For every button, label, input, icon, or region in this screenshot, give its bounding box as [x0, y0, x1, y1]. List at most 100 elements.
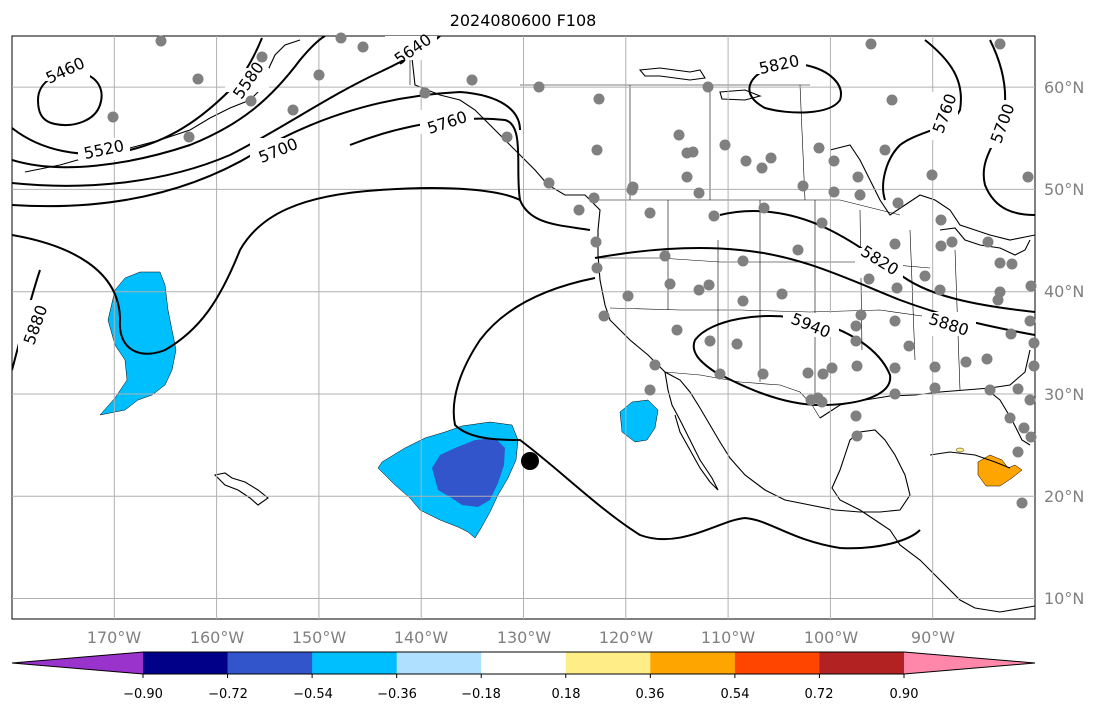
contour-label: 5760	[929, 91, 960, 140]
station-dot	[192, 73, 204, 85]
colorbar-tick-label: −0.18	[461, 687, 501, 702]
contour-label: 5940	[783, 309, 839, 342]
station-dot	[984, 384, 996, 396]
station-dot	[935, 214, 947, 226]
lon-label: 90°W	[911, 628, 955, 647]
station-dot	[681, 171, 693, 183]
lon-label: 100°W	[804, 628, 859, 647]
station-dot	[501, 131, 513, 143]
anomaly-region-caribbean	[977, 454, 1023, 487]
station-dot	[851, 430, 863, 442]
colorbar-tick-label: 0.90	[890, 687, 919, 702]
station-dot	[891, 282, 903, 294]
colorbar-segment	[312, 652, 398, 674]
coastline-hawaii	[213, 472, 269, 506]
station-dot	[1024, 315, 1036, 327]
station-dot	[1005, 328, 1017, 340]
contour-5760	[349, 117, 591, 231]
station-dot	[644, 207, 656, 219]
map-title: 2024080600 F108	[450, 11, 597, 30]
border-us-canada	[598, 199, 901, 216]
station-dot	[765, 152, 777, 164]
station-dot	[929, 361, 941, 373]
height-contours	[12, 36, 1035, 550]
station-dot	[981, 353, 993, 365]
colorbar-segment	[396, 652, 482, 674]
coastline-cuba	[929, 451, 1011, 469]
station-dot	[982, 236, 994, 248]
border-state-row-2	[609, 307, 951, 321]
lon-label: 150°W	[292, 628, 347, 647]
station-dot	[758, 202, 770, 214]
anomaly-region-baja	[619, 399, 659, 443]
colorbar-segment	[565, 652, 651, 674]
station-dot	[1025, 431, 1037, 443]
colorbar-extend-max	[904, 652, 1035, 674]
colorbar-tick-label: 0.18	[552, 687, 581, 702]
colorbar-segment	[143, 652, 229, 674]
station-dot	[757, 368, 769, 380]
border-state-col-6	[909, 229, 916, 361]
colorbar-tick-label: −0.90	[123, 687, 163, 702]
station-dot	[588, 192, 600, 204]
station-dot	[466, 74, 478, 86]
station-dot	[702, 81, 714, 93]
station-dot	[903, 340, 915, 352]
station-dot	[590, 236, 602, 248]
station-dot	[573, 204, 585, 216]
station-dot	[256, 51, 268, 63]
station-dot	[591, 144, 603, 156]
station-dot	[731, 338, 743, 350]
contour-label: 5640	[385, 30, 437, 69]
colorbar-tick-labels: −0.90 −0.72 −0.54 −0.36 −0.18 0.18 0.36 …	[123, 687, 918, 702]
contour-label: 5760	[420, 107, 474, 138]
station-dot	[664, 278, 676, 290]
station-dot	[892, 197, 904, 209]
station-dot	[805, 394, 817, 406]
station-dot	[889, 238, 901, 250]
station-dot	[693, 284, 705, 296]
colorbar-tick-label: 0.72	[805, 687, 834, 702]
colorbar-segment	[650, 652, 736, 674]
station-dot	[851, 360, 863, 372]
station-dot	[929, 382, 941, 394]
station-dot	[994, 38, 1006, 50]
colorbar-tick-label: −0.36	[377, 687, 417, 702]
station-dot	[737, 255, 749, 267]
lat-label: 30°N	[1044, 385, 1084, 404]
station-dot	[960, 356, 972, 368]
station-dot	[889, 315, 901, 327]
lon-label: 140°W	[394, 628, 449, 647]
station-dot	[828, 186, 840, 198]
station-dot	[737, 295, 749, 307]
station-dot	[704, 335, 716, 347]
lat-label: 20°N	[1044, 487, 1084, 506]
lon-label: 110°W	[701, 628, 756, 647]
station-dot	[703, 279, 715, 291]
station-dot	[533, 81, 545, 93]
storm-center-marker	[521, 452, 539, 470]
station-dot	[245, 95, 257, 107]
station-dot	[889, 388, 901, 400]
station-dot	[1024, 394, 1036, 406]
colorbar-segment	[481, 652, 567, 674]
station-dot	[854, 189, 866, 201]
station-dot	[673, 129, 685, 141]
colorbar	[11, 651, 1036, 678]
borders	[409, 40, 961, 419]
station-dot	[287, 104, 299, 116]
colorbar-segment	[734, 652, 820, 674]
station-dot	[335, 32, 347, 44]
station-dot	[1012, 383, 1024, 395]
station-dot	[419, 87, 431, 99]
station-dot	[935, 240, 947, 252]
station-dot	[183, 131, 195, 143]
station-dot	[313, 69, 325, 81]
station-dot	[719, 139, 731, 151]
station-dot	[622, 290, 634, 302]
lat-label: 50°N	[1044, 180, 1084, 199]
colorbar-segment	[819, 652, 905, 674]
station-dot	[649, 359, 661, 371]
station-dot	[792, 244, 804, 256]
station-dot	[826, 362, 838, 374]
